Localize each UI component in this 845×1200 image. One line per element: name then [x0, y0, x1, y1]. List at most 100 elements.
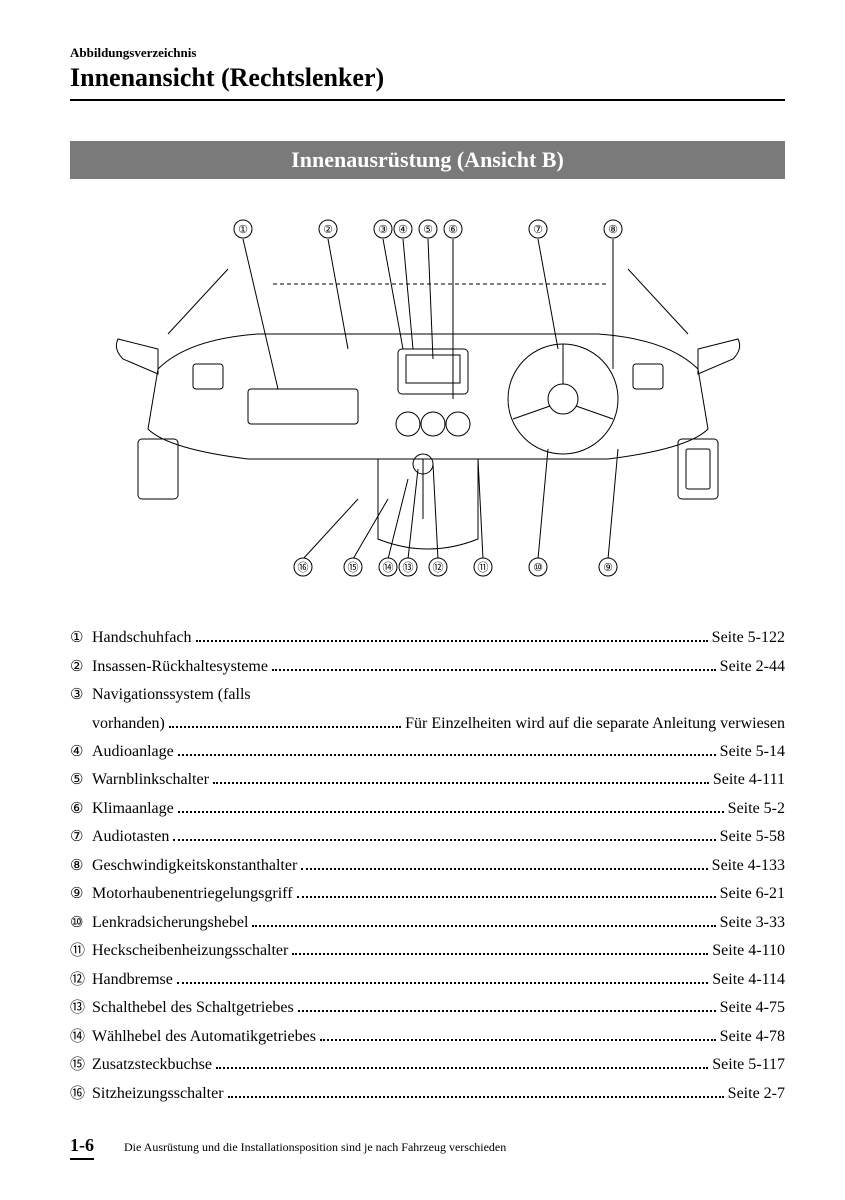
svg-text:⑮: ⑮: [347, 561, 358, 574]
index-number: ⑮: [70, 1053, 92, 1079]
index-number: ⑪: [70, 939, 92, 965]
leader-dots: [301, 859, 707, 870]
index-page-ref: Seite 5-122: [712, 624, 785, 651]
footer-note: Die Ausrüstung und die Installationsposi…: [124, 1140, 506, 1155]
index-number: ⑥: [70, 797, 92, 823]
index-number: ⑤: [70, 768, 92, 794]
svg-text:⑨: ⑨: [603, 562, 613, 574]
index-page-ref: Seite 5-117: [712, 1051, 785, 1078]
index-number: ⑭: [70, 1025, 92, 1051]
svg-text:②: ②: [323, 224, 333, 236]
index-row: ⑦Audiotasten Seite 5-58: [70, 823, 785, 851]
dashboard-svg: ①②③④⑤⑥⑦⑧⑯⑮⑭⑬⑫⑪⑩⑨: [108, 199, 748, 579]
leader-dots: [177, 973, 708, 984]
index-row: ⑤Warnblinkschalter Seite 4-111: [70, 766, 785, 794]
index-label: Insassen-Rückhaltesysteme: [92, 653, 268, 680]
leader-dots: [297, 887, 716, 898]
svg-text:⑧: ⑧: [608, 224, 618, 236]
index-row: ⑪Heckscheibenheizungsschalter Seite 4-110: [70, 937, 785, 965]
index-label: Motorhaubenentriegelungsgriff: [92, 880, 293, 907]
svg-text:⑤: ⑤: [423, 224, 433, 236]
index-row: ⑨Motorhaubenentriegelungsgriff Seite 6-21: [70, 880, 785, 908]
index-row-continuation: vorhanden) Für Einzelheiten wird auf die …: [70, 710, 785, 737]
page-number: 1-6: [70, 1135, 94, 1160]
index-number: ②: [70, 655, 92, 681]
index-number: ⑩: [70, 911, 92, 937]
index-number: ⑫: [70, 968, 92, 994]
index-number: ③: [70, 683, 92, 709]
index-row: ⑮Zusatzsteckbuchse Seite 5-117: [70, 1051, 785, 1079]
index-row: ⑯SitzheizungsschalterSeite 2-7: [70, 1080, 785, 1108]
index-label: Lenkradsicherungshebel: [92, 909, 248, 936]
index-label: Handschuhfach: [92, 624, 192, 651]
index-label: Navigationssystem (falls: [92, 681, 251, 708]
page-title: Innenansicht (Rechtslenker): [70, 63, 785, 101]
svg-text:⑩: ⑩: [533, 562, 543, 574]
index-number: ⑯: [70, 1082, 92, 1108]
index-page-ref: Seite 5-2: [728, 795, 785, 822]
index-page-ref: Seite 6-21: [720, 880, 785, 907]
leader-dots: [298, 1001, 716, 1012]
index-row: ④Audioanlage Seite 5-14: [70, 738, 785, 766]
svg-text:④: ④: [398, 224, 408, 236]
dashboard-diagram: ①②③④⑤⑥⑦⑧⑯⑮⑭⑬⑫⑪⑩⑨: [70, 199, 785, 584]
svg-text:⑭: ⑭: [382, 561, 393, 574]
page-footer: 1-6 Die Ausrüstung und die Installations…: [70, 1135, 785, 1160]
index-number: ④: [70, 740, 92, 766]
index-label: vorhanden): [92, 710, 165, 737]
svg-text:⑫: ⑫: [432, 561, 443, 574]
index-label: Sitzheizungsschalter: [92, 1080, 224, 1107]
index-number: ⑬: [70, 996, 92, 1022]
index-page-ref: Seite 4-111: [713, 766, 785, 793]
index-number: ⑨: [70, 882, 92, 908]
index-label: Heckscheibenheizungsschalter: [92, 937, 288, 964]
index-page-ref: Seite 5-14: [720, 738, 785, 765]
leader-dots: [169, 716, 401, 727]
svg-text:⑦: ⑦: [533, 224, 543, 236]
index-number: ①: [70, 626, 92, 652]
leader-dots: [252, 916, 715, 927]
svg-text:①: ①: [238, 224, 248, 236]
index-page-ref: Für Einzelheiten wird auf die separate A…: [405, 710, 785, 737]
index-row: ⑩Lenkradsicherungshebel Seite 3-33: [70, 909, 785, 937]
index-row: ②Insassen-Rückhaltesysteme Seite 2-44: [70, 653, 785, 681]
index-row: ⑫Handbremse Seite 4-114: [70, 966, 785, 994]
index-label: Handbremse: [92, 966, 173, 993]
index-label: Schalthebel des Schaltgetriebes: [92, 994, 294, 1021]
breadcrumb: Abbildungsverzeichnis: [70, 45, 785, 61]
index-row: ⑬Schalthebel des Schaltgetriebes Seite 4-…: [70, 994, 785, 1022]
index-list: ①HandschuhfachSeite 5-122②Insassen-Rückh…: [70, 624, 785, 1107]
leader-dots: [320, 1030, 716, 1041]
svg-text:③: ③: [378, 224, 388, 236]
svg-text:⑬: ⑬: [402, 561, 413, 574]
index-page-ref: Seite 4-75: [720, 994, 785, 1021]
index-page-ref: Seite 4-110: [712, 937, 785, 964]
leader-dots: [178, 745, 716, 756]
index-label: Zusatzsteckbuchse: [92, 1051, 212, 1078]
index-label: Warnblinkschalter: [92, 766, 209, 793]
index-label: Wählhebel des Automatikgetriebes: [92, 1023, 316, 1050]
index-number: ⑦: [70, 825, 92, 851]
index-page-ref: Seite 3-33: [720, 909, 785, 936]
leader-dots: [292, 944, 708, 955]
index-row: ①Handschuhfach Seite 5-122: [70, 624, 785, 652]
index-label: Klimaanlage: [92, 795, 174, 822]
leader-dots: [213, 773, 709, 784]
leader-dots: [272, 659, 716, 670]
index-label: Audioanlage: [92, 738, 174, 765]
leader-dots: [178, 802, 724, 813]
leader-dots: [216, 1058, 708, 1069]
index-row: ③Navigationssystem (falls: [70, 681, 785, 709]
index-page-ref: Seite 4-78: [720, 1023, 785, 1050]
leader-dots: [228, 1087, 724, 1098]
svg-text:⑪: ⑪: [477, 561, 488, 574]
index-number: ⑧: [70, 854, 92, 880]
index-row: ⑭Wählhebel des Automatikgetriebes Seite 4…: [70, 1023, 785, 1051]
index-row: ⑥Klimaanlage Seite 5-2: [70, 795, 785, 823]
leader-dots: [196, 631, 708, 642]
index-page-ref: Seite 4-114: [712, 966, 785, 993]
index-page-ref: Seite 2-44: [720, 653, 785, 680]
index-page-ref: Seite 5-58: [720, 823, 785, 850]
leader-dots: [173, 830, 715, 841]
index-label: Audiotasten: [92, 823, 169, 850]
